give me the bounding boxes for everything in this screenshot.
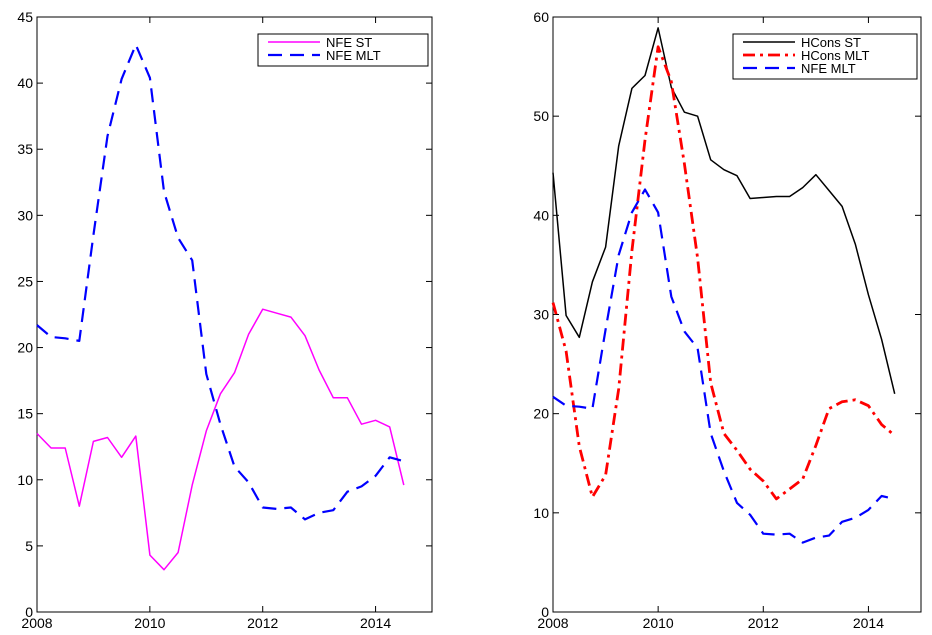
y-tick-label: 25 — [17, 273, 33, 289]
y-tick-label: 30 — [533, 307, 549, 323]
y-tick-label: 35 — [17, 141, 33, 157]
x-tick-label: 2008 — [21, 615, 52, 631]
legend-label: NFE ST — [326, 35, 372, 50]
x-tick-label: 2008 — [537, 615, 568, 631]
series-line-nfe-st — [36, 308, 405, 571]
legend-label: NFE MLT — [326, 48, 381, 63]
y-tick-label: 5 — [25, 538, 33, 554]
y-tick-label: 0 — [25, 604, 33, 620]
plot-frame — [36, 16, 433, 613]
y-tick-label: 15 — [17, 406, 33, 422]
legend-label: HCons ST — [801, 35, 861, 50]
series-line-nfe-mlt — [36, 43, 405, 521]
series-line-hcons-st — [552, 27, 896, 394]
plot-frame — [552, 16, 922, 613]
y-tick-label: 10 — [17, 472, 33, 488]
right-chart: 0 10 20 30 40 50 60 2008 2010 2012 2014 HCons STHCo… — [533, 9, 922, 631]
y-tick-label: 50 — [533, 108, 549, 124]
y-tick-label: 40 — [17, 75, 33, 91]
series-line-hcons-mlt — [551, 45, 896, 501]
y-tick-label: 60 — [533, 9, 549, 25]
y-tick-label: 45 — [17, 9, 33, 25]
x-tick-label: 2012 — [247, 615, 278, 631]
x-tick-label: 2014 — [853, 615, 884, 631]
legend-box — [257, 33, 429, 67]
y-tick-label: 20 — [533, 406, 549, 422]
x-tick-label: 2010 — [134, 615, 165, 631]
legend-label: HCons MLT — [801, 48, 869, 63]
x-tick-label: 2012 — [748, 615, 779, 631]
y-tick-label: 20 — [17, 340, 33, 356]
y-tick-label: 10 — [533, 505, 549, 521]
legend-label: NFE MLT — [801, 61, 856, 76]
y-tick-label: 40 — [533, 207, 549, 223]
left-chart: 0 5 10 15 20 25 30 35 40 45 2008 2010 2012 2014 NFE ST… — [17, 9, 433, 631]
y-tick-label: 30 — [17, 207, 33, 223]
x-tick-label: 2010 — [643, 615, 674, 631]
y-tick-label: 0 — [541, 604, 549, 620]
x-tick-label: 2014 — [360, 615, 391, 631]
